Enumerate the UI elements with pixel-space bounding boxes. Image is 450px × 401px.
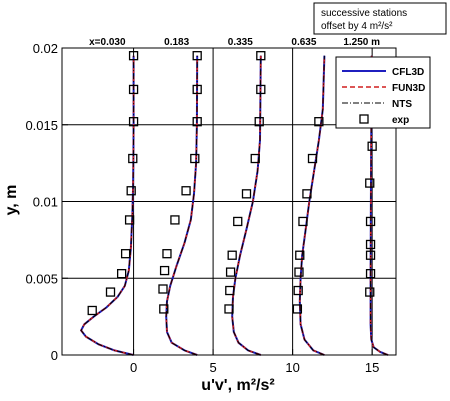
legend-label-nts: NTS xyxy=(392,99,412,110)
y-tick-label: 0.005 xyxy=(25,271,58,286)
y-tick-label: 0 xyxy=(51,348,58,363)
y-tick-label: 0.02 xyxy=(33,41,58,56)
x-tick-label: 5 xyxy=(209,360,216,375)
exp-marker xyxy=(227,250,237,260)
exp-marker xyxy=(365,216,376,227)
exp-marker xyxy=(365,239,376,250)
exp-marker xyxy=(158,284,168,294)
exp-marker xyxy=(128,51,139,61)
legend: CFL3D FUN3D NTS exp xyxy=(335,56,431,129)
legend-label-cfl3d: CFL3D xyxy=(392,67,424,78)
x-tick-label: 15 xyxy=(365,360,379,375)
offset-note-line-2: offset by 4 m²/s² xyxy=(321,21,393,32)
exp-marker xyxy=(250,153,260,164)
nts-profile-line xyxy=(299,55,325,356)
exp-marker xyxy=(192,117,202,127)
legend-label-fun3d: FUN3D xyxy=(392,83,425,94)
exp-marker xyxy=(181,186,191,196)
legend-samples xyxy=(342,70,386,124)
offset-note-box: successive stations offset by 4 m²/s² xyxy=(313,2,447,35)
exp-marker xyxy=(116,268,127,279)
exp-marker xyxy=(241,189,252,199)
legend-box xyxy=(335,56,431,129)
exp-marker xyxy=(307,153,318,164)
exp-marker xyxy=(365,178,375,188)
axis-ticks xyxy=(62,47,373,356)
exp-marker xyxy=(295,250,305,260)
exp-marker xyxy=(192,51,202,61)
axis-tick-labels: 0 5 10 15 0 0.005 0.01 0.015 0.02 xyxy=(25,41,379,375)
exp-marker xyxy=(367,141,377,151)
exp-marker xyxy=(159,265,170,276)
exp-marker xyxy=(256,51,266,61)
station-label: 0.183 xyxy=(164,37,189,48)
exp-marker xyxy=(192,84,202,95)
y-tick-label: 0.015 xyxy=(25,118,58,133)
y-tick-label: 0.01 xyxy=(33,195,58,210)
legend-label-exp: exp xyxy=(392,115,409,126)
exp-marker xyxy=(190,153,200,164)
exp-marker xyxy=(126,186,136,196)
exp-marker xyxy=(365,250,376,260)
station-label: 0.335 xyxy=(228,37,253,48)
plot-series xyxy=(79,55,389,356)
x-tick-label: 10 xyxy=(285,360,299,375)
exp-marker xyxy=(365,268,376,279)
station-label: 0.635 xyxy=(291,37,316,48)
exp-marker xyxy=(233,216,243,227)
exp-marker xyxy=(170,215,180,225)
exp-marker xyxy=(293,285,303,296)
exp-marker xyxy=(224,304,234,314)
exp-marker xyxy=(254,117,264,127)
nts-profile-line xyxy=(80,55,135,356)
exp-marker xyxy=(128,117,139,127)
station-label: x=0.030 xyxy=(89,37,126,48)
nts-profile-line xyxy=(231,55,262,356)
fun3d-profile-line xyxy=(165,55,198,356)
exp-marker xyxy=(294,267,304,277)
exp-marker xyxy=(128,84,139,95)
exp-markers xyxy=(87,51,377,316)
exp-marker xyxy=(298,216,308,227)
station-label: 1.250 m xyxy=(343,37,380,48)
exp-marker xyxy=(302,189,312,199)
exp-marker xyxy=(292,304,303,314)
nts-profile-line xyxy=(165,55,198,356)
exp-marker xyxy=(225,267,236,277)
exp-marker xyxy=(128,153,138,164)
exp-marker xyxy=(225,285,235,296)
exp-marker xyxy=(314,117,324,127)
legend-sample-exp xyxy=(359,114,369,124)
exp-marker xyxy=(105,287,116,297)
offset-note-line-1: successive stations xyxy=(321,8,407,19)
exp-marker xyxy=(159,304,169,314)
exp-marker xyxy=(87,305,97,316)
exp-marker xyxy=(256,84,266,95)
exp-marker xyxy=(365,287,375,297)
exp-marker xyxy=(124,215,135,225)
y-axis-title: y, m xyxy=(3,185,20,216)
x-tick-label: 0 xyxy=(130,360,137,375)
station-labels: x=0.030 0.183 0.335 0.635 1.250 m xyxy=(89,37,380,48)
exp-marker xyxy=(120,249,131,259)
exp-marker xyxy=(162,249,172,259)
x-axis-title: u'v', m²/s² xyxy=(201,377,274,394)
